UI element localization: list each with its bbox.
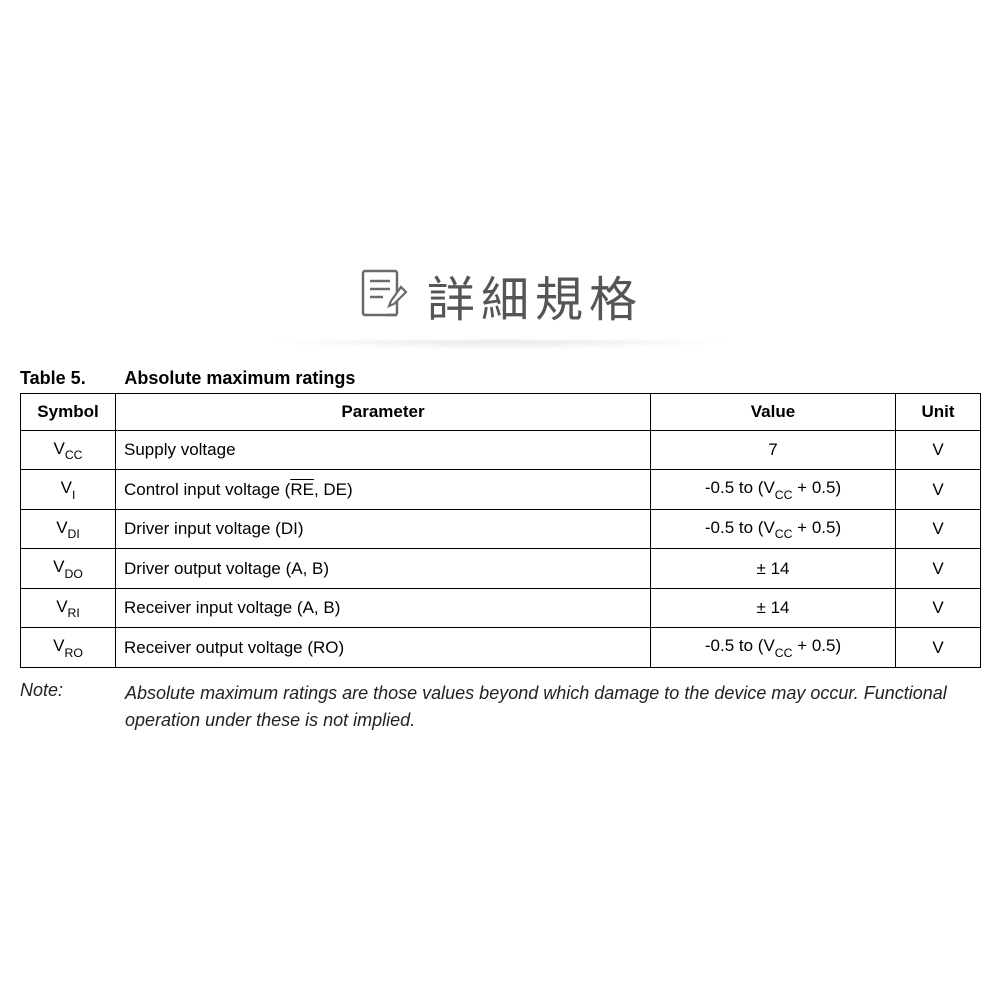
spec-table-block: Table 5. Absolute maximum ratings Symbol… — [20, 368, 980, 668]
col-parameter: Parameter — [116, 394, 651, 431]
cell-unit: V — [896, 628, 981, 668]
spec-table: Symbol Parameter Value Unit VCCSupply vo… — [20, 393, 981, 668]
page: 詳細規格 Table 5. Absolute maximum ratings S… — [0, 0, 1000, 1000]
cell-unit: V — [896, 588, 981, 628]
heading-shadow — [160, 340, 840, 354]
document-spec-icon — [357, 265, 413, 326]
cell-symbol: VDI — [21, 509, 116, 549]
table-number: Table 5. — [20, 368, 120, 389]
table-row: VROReceiver output voltage (RO)-0.5 to (… — [21, 628, 981, 668]
cell-parameter: Driver output voltage (A, B) — [116, 549, 651, 589]
note-block: Note: Absolute maximum ratings are those… — [20, 680, 980, 734]
cell-value: -0.5 to (VCC + 0.5) — [651, 509, 896, 549]
col-value: Value — [651, 394, 896, 431]
cell-symbol: VDO — [21, 549, 116, 589]
cell-parameter: Receiver input voltage (A, B) — [116, 588, 651, 628]
section-heading-text: 詳細規格 — [427, 260, 643, 330]
cell-parameter: Supply voltage — [116, 430, 651, 470]
table-title: Absolute maximum ratings — [124, 368, 355, 388]
cell-unit: V — [896, 430, 981, 470]
table-row: VRIReceiver input voltage (A, B)± 14V — [21, 588, 981, 628]
cell-parameter: Driver input voltage (DI) — [116, 509, 651, 549]
cell-symbol: VI — [21, 470, 116, 510]
note-label: Note: — [20, 680, 120, 701]
cell-value: -0.5 to (VCC + 0.5) — [651, 470, 896, 510]
table-row: VCCSupply voltage7V — [21, 430, 981, 470]
table-header-row: Symbol Parameter Value Unit — [21, 394, 981, 431]
cell-value: ± 14 — [651, 549, 896, 589]
note-text: Absolute maximum ratings are those value… — [125, 680, 975, 734]
section-heading: 詳細規格 — [0, 260, 1000, 330]
cell-value: -0.5 to (VCC + 0.5) — [651, 628, 896, 668]
table-caption: Table 5. Absolute maximum ratings — [20, 368, 980, 389]
col-symbol: Symbol — [21, 394, 116, 431]
cell-unit: V — [896, 549, 981, 589]
cell-unit: V — [896, 509, 981, 549]
cell-parameter: Control input voltage (RE, DE) — [116, 470, 651, 510]
table-row: VDIDriver input voltage (DI)-0.5 to (VCC… — [21, 509, 981, 549]
col-unit: Unit — [896, 394, 981, 431]
cell-parameter: Receiver output voltage (RO) — [116, 628, 651, 668]
cell-unit: V — [896, 470, 981, 510]
cell-value: 7 — [651, 430, 896, 470]
cell-value: ± 14 — [651, 588, 896, 628]
table-row: VIControl input voltage (RE, DE)-0.5 to … — [21, 470, 981, 510]
cell-symbol: VRI — [21, 588, 116, 628]
cell-symbol: VRO — [21, 628, 116, 668]
table-row: VDODriver output voltage (A, B)± 14V — [21, 549, 981, 589]
cell-symbol: VCC — [21, 430, 116, 470]
